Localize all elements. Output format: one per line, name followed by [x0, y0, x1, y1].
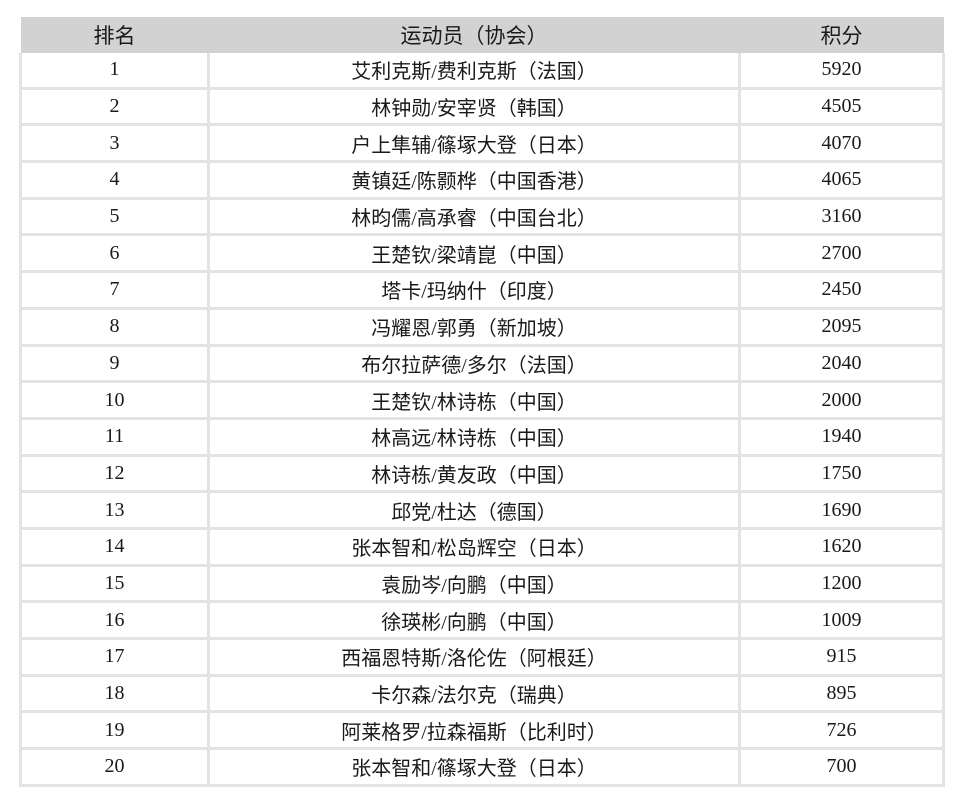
players-cell: 林钟勋/安宰贤（韩国） — [207, 88, 740, 127]
table-row: 11 林高远/林诗栋（中国） 1940 — [19, 418, 945, 457]
table-row: 3 户上隼辅/篠塚大登（日本） 4070 — [19, 124, 945, 164]
points-cell: 2700 — [738, 234, 945, 274]
rank-cell: 2 — [19, 88, 209, 127]
rank-cell: 14 — [19, 528, 209, 567]
table-row: 2 林钟勋/安宰贤（韩国） 4505 — [19, 88, 945, 127]
header-players: 运动员（协会） — [208, 17, 740, 53]
table-row: 12 林诗栋/黄友政（中国） 1750 — [19, 455, 945, 494]
table-row: 14 张本智和/松岛辉空（日本） 1620 — [19, 528, 945, 567]
rank-cell: 18 — [19, 675, 209, 714]
points-cell: 3160 — [738, 198, 945, 237]
points-cell: 2000 — [738, 381, 945, 420]
points-cell: 4070 — [738, 124, 945, 164]
ranking-table: 排名 运动员（协会） 积分 1 艾利克斯/费利克斯（法国） 5920 2 林钟勋/安宰贤… — [19, 17, 945, 787]
rank-cell: 4 — [19, 161, 209, 200]
players-cell: 张本智和/篠塚大登（日本） — [207, 748, 740, 787]
table-header: 排名 运动员（协会） 积分 — [20, 17, 944, 53]
points-cell: 1750 — [738, 455, 945, 494]
players-cell: 张本智和/松岛辉空（日本） — [207, 528, 740, 567]
table-row: 6 王楚钦/梁靖崑（中国） 2700 — [19, 234, 945, 274]
players-cell: 冯耀恩/郭勇（新加坡） — [207, 308, 740, 347]
rank-cell: 11 — [19, 418, 209, 457]
header-points: 积分 — [739, 17, 944, 53]
points-cell: 2040 — [738, 345, 945, 384]
rank-cell: 19 — [19, 711, 209, 751]
table-row: 19 阿莱格罗/拉森福斯（比利时） 726 — [19, 711, 945, 751]
players-cell: 徐瑛彬/向鹏（中国） — [207, 601, 740, 640]
points-cell: 5920 — [738, 53, 945, 90]
table-row: 17 西福恩特斯/洛伦佐（阿根廷） 915 — [19, 638, 945, 677]
rank-cell: 6 — [19, 234, 209, 274]
rank-cell: 15 — [19, 565, 209, 604]
players-cell: 林高远/林诗栋（中国） — [207, 418, 740, 457]
points-cell: 726 — [738, 711, 945, 751]
rank-cell: 5 — [19, 198, 209, 237]
table-row: 13 邱党/杜达（德国） 1690 — [19, 491, 945, 530]
rank-cell: 9 — [19, 345, 209, 384]
players-cell: 塔卡/玛纳什（印度） — [207, 271, 740, 310]
points-cell: 1200 — [738, 565, 945, 604]
table-row: 5 林昀儒/高承睿（中国台北） 3160 — [19, 198, 945, 237]
table-row: 9 布尔拉萨德/多尔（法国） 2040 — [19, 345, 945, 384]
header-row: 排名 运动员（协会） 积分 — [20, 17, 944, 53]
players-cell: 西福恩特斯/洛伦佐（阿根廷） — [207, 638, 740, 677]
players-cell: 邱党/杜达（德国） — [207, 491, 740, 530]
players-cell: 林诗栋/黄友政（中国） — [207, 455, 740, 494]
rank-cell: 13 — [19, 491, 209, 530]
table-row: 10 王楚钦/林诗栋（中国） 2000 — [19, 381, 945, 420]
table-row: 18 卡尔森/法尔克（瑞典） 895 — [19, 675, 945, 714]
table-row: 15 袁励岑/向鹏（中国） 1200 — [19, 565, 945, 604]
players-cell: 户上隼辅/篠塚大登（日本） — [207, 124, 740, 164]
header-rank: 排名 — [20, 17, 209, 53]
points-cell: 4065 — [738, 161, 945, 200]
players-cell: 阿莱格罗/拉森福斯（比利时） — [207, 711, 740, 751]
table-row: 8 冯耀恩/郭勇（新加坡） 2095 — [19, 308, 945, 347]
players-cell: 王楚钦/梁靖崑（中国） — [207, 234, 740, 274]
players-cell: 布尔拉萨德/多尔（法国） — [207, 345, 740, 384]
table-row: 4 黄镇廷/陈颢桦（中国香港） 4065 — [19, 161, 945, 200]
rank-cell: 3 — [19, 124, 209, 164]
players-cell: 袁励岑/向鹏（中国） — [207, 565, 740, 604]
table-row: 1 艾利克斯/费利克斯（法国） 5920 — [19, 53, 945, 90]
table-row: 16 徐瑛彬/向鹏（中国） 1009 — [19, 601, 945, 640]
players-cell: 艾利克斯/费利克斯（法国） — [207, 53, 740, 90]
rank-cell: 16 — [19, 601, 209, 640]
points-cell: 2095 — [738, 308, 945, 347]
rank-cell: 7 — [19, 271, 209, 310]
rank-cell: 17 — [19, 638, 209, 677]
points-cell: 915 — [738, 638, 945, 677]
points-cell: 700 — [738, 748, 945, 787]
players-cell: 林昀儒/高承睿（中国台北） — [207, 198, 740, 237]
rank-cell: 12 — [19, 455, 209, 494]
points-cell: 2450 — [738, 271, 945, 310]
players-cell: 黄镇廷/陈颢桦（中国香港） — [207, 161, 740, 200]
points-cell: 895 — [738, 675, 945, 714]
players-cell: 卡尔森/法尔克（瑞典） — [207, 675, 740, 714]
table-row: 20 张本智和/篠塚大登（日本） 700 — [19, 748, 945, 787]
points-cell: 1620 — [738, 528, 945, 567]
players-cell: 王楚钦/林诗栋（中国） — [207, 381, 740, 420]
rank-cell: 1 — [19, 53, 209, 90]
table-row: 7 塔卡/玛纳什（印度） 2450 — [19, 271, 945, 310]
points-cell: 1690 — [738, 491, 945, 530]
points-cell: 1940 — [738, 418, 945, 457]
rank-cell: 20 — [19, 748, 209, 787]
rank-cell: 10 — [19, 381, 209, 420]
points-cell: 1009 — [738, 601, 945, 640]
table-body: 1 艾利克斯/费利克斯（法国） 5920 2 林钟勋/安宰贤（韩国） 4505 3 户上隼辅/… — [19, 53, 945, 787]
rank-cell: 8 — [19, 308, 209, 347]
points-cell: 4505 — [738, 88, 945, 127]
